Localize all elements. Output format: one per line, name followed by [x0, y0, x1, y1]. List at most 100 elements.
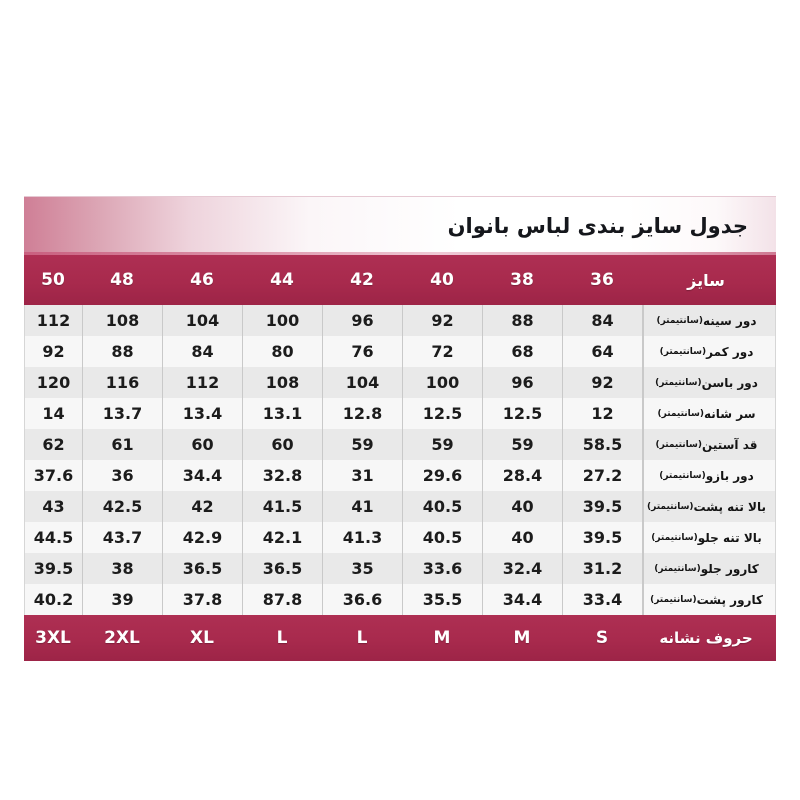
cell-value: 58.5: [563, 429, 643, 460]
cell-value: 87.8: [243, 584, 323, 615]
cell-value: 35.5: [403, 584, 483, 615]
cell-value: 104: [163, 305, 243, 336]
cell-value: 84: [563, 305, 643, 336]
chart-title-band: جدول سایز بندی لباس بانوان: [24, 196, 776, 255]
header-size-38: 38: [510, 270, 534, 290]
cell-value: 41.3: [323, 522, 403, 553]
cell-value: 39.5: [563, 491, 643, 522]
cell-value: 40.5: [403, 491, 483, 522]
cell-value: 60: [243, 429, 323, 460]
table-row: 120 116 112 108 104 100 96 92 دور باسن (سانتیمتر): [25, 367, 775, 398]
row-label: کارور پشت (سانتیمتر): [643, 584, 775, 615]
header-size-label: سایز: [687, 270, 725, 290]
cell-value: 32.4: [483, 553, 563, 584]
footer-letter-M: M: [513, 628, 531, 648]
cell-value: 36.5: [243, 553, 323, 584]
row-label: بالا تنه جلو (سانتیمتر): [643, 522, 775, 553]
cell-value: 42.1: [243, 522, 323, 553]
cell-value: 100: [243, 305, 323, 336]
row-label: سر شانه (سانتیمتر): [643, 398, 775, 429]
header-size-50: 50: [41, 270, 65, 290]
cell-value: 44.5: [25, 522, 83, 553]
cell-value: 33.6: [403, 553, 483, 584]
cell-value: 72: [403, 336, 483, 367]
cell-value: 88: [83, 336, 163, 367]
cell-value: 43.7: [83, 522, 163, 553]
cell-value: 12.5: [483, 398, 563, 429]
footer-label: حروف نشانه: [659, 629, 753, 647]
cell-value: 28.4: [483, 460, 563, 491]
header-size-46: 46: [190, 270, 214, 290]
cell-value: 41: [323, 491, 403, 522]
table-row: 37.6 36 34.4 32.8 31 29.6 28.4 27.2 دور بازو (سان…: [25, 460, 775, 491]
cell-value: 31.2: [563, 553, 643, 584]
cell-value: 108: [83, 305, 163, 336]
page-title: جدول سایز بندی لباس بانوان: [447, 214, 748, 238]
cell-value: 40.5: [403, 522, 483, 553]
cell-value: 59: [403, 429, 483, 460]
cell-value: 36.6: [323, 584, 403, 615]
cell-value: 43: [25, 491, 83, 522]
cell-value: 27.2: [563, 460, 643, 491]
cell-value: 36: [83, 460, 163, 491]
footer-letter-M: M: [433, 628, 451, 648]
row-label: دور کمر (سانتیمتر): [643, 336, 775, 367]
cell-value: 92: [25, 336, 83, 367]
cell-value: 59: [323, 429, 403, 460]
cell-value: 34.4: [483, 584, 563, 615]
cell-value: 12.8: [323, 398, 403, 429]
row-label: بالا تنه پشت (سانتیمتر): [643, 491, 775, 522]
cell-value: 14: [25, 398, 83, 429]
cell-value: 112: [25, 305, 83, 336]
row-label: دور بازو (سانتیمتر): [643, 460, 775, 491]
cell-value: 96: [483, 367, 563, 398]
cell-value: 92: [563, 367, 643, 398]
table-row: 14 13.7 13.4 13.1 12.8 12.5 12.5 12 سر شانه (سانت…: [25, 398, 775, 429]
cell-value: 40: [483, 522, 563, 553]
cell-value: 31: [323, 460, 403, 491]
table-row: 43 42.5 42 41.5 41 40.5 40 39.5 بالا تنه پشت (سان…: [25, 491, 775, 522]
footer-letter-L: L: [356, 628, 368, 648]
table-row: 44.5 43.7 42.9 42.1 41.3 40.5 40 39.5 بالا تنه ج…: [25, 522, 775, 553]
cell-value: 64: [563, 336, 643, 367]
table-row: 92 88 84 80 76 72 68 64 دور کمر (سانتیمتر): [25, 336, 775, 367]
table-body: 112 108 104 100 96 92 88 84 دور سینه (سانتیمتر) 92…: [24, 305, 776, 615]
cell-value: 12.5: [403, 398, 483, 429]
cell-value: 68: [483, 336, 563, 367]
table-row: 39.5 38 36.5 36.5 35 33.6 32.4 31.2 کارور جلو (سا…: [25, 553, 775, 584]
cell-value: 37.8: [163, 584, 243, 615]
cell-value: 12: [563, 398, 643, 429]
header-size-42: 42: [350, 270, 374, 290]
cell-value: 37.6: [25, 460, 83, 491]
table-header-row: 50 48 46 44 42 40 38 36 سایز: [24, 255, 776, 305]
footer-letter-3XL: 3XL: [35, 628, 71, 648]
table-row: 62 61 60 60 59 59 59 58.5 قد آستین (سانتیمتر): [25, 429, 775, 460]
cell-value: 60: [163, 429, 243, 460]
cell-value: 62: [25, 429, 83, 460]
cell-value: 42.5: [83, 491, 163, 522]
cell-value: 112: [163, 367, 243, 398]
cell-value: 61: [83, 429, 163, 460]
cell-value: 13.1: [243, 398, 323, 429]
cell-value: 84: [163, 336, 243, 367]
table-footer-row: 3XL 2XL XL L L M M S حروف نشانه: [24, 615, 776, 661]
row-label: قد آستین (سانتیمتر): [643, 429, 775, 460]
cell-value: 76: [323, 336, 403, 367]
cell-value: 39.5: [25, 553, 83, 584]
cell-value: 13.4: [163, 398, 243, 429]
footer-letter-2XL: 2XL: [104, 628, 140, 648]
row-label: دور سینه (سانتیمتر): [643, 305, 775, 336]
cell-value: 120: [25, 367, 83, 398]
header-size-44: 44: [270, 270, 294, 290]
cell-value: 38: [83, 553, 163, 584]
cell-value: 39.5: [563, 522, 643, 553]
row-label: دور باسن (سانتیمتر): [643, 367, 775, 398]
cell-value: 33.4: [563, 584, 643, 615]
cell-value: 34.4: [163, 460, 243, 491]
cell-value: 40.2: [25, 584, 83, 615]
cell-value: 42.9: [163, 522, 243, 553]
cell-value: 41.5: [243, 491, 323, 522]
cell-value: 39: [83, 584, 163, 615]
table-row: 112 108 104 100 96 92 88 84 دور سینه (سانتیمتر): [25, 305, 775, 336]
footer-letter-XL: XL: [190, 628, 214, 648]
